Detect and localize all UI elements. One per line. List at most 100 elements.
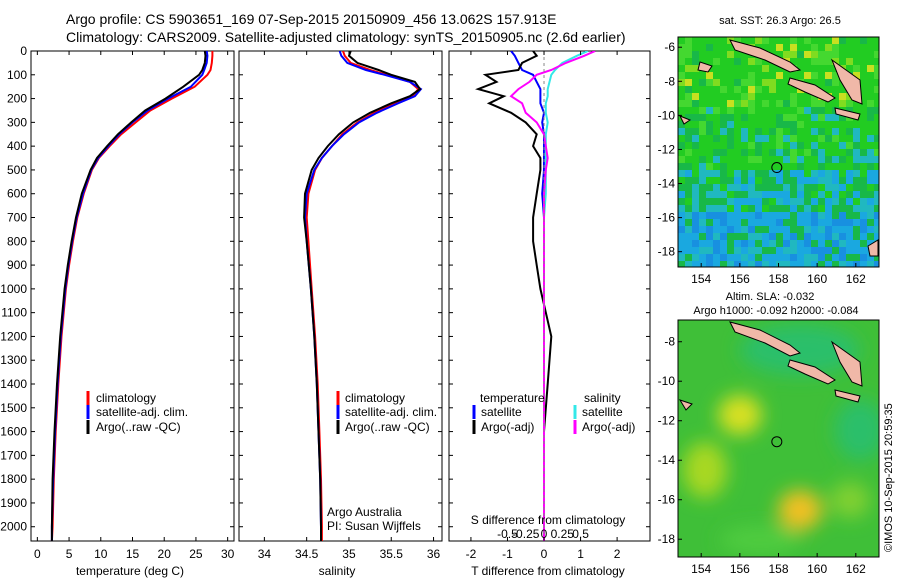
sst-cell bbox=[797, 149, 804, 156]
sst-cell bbox=[734, 219, 741, 226]
sst-cell bbox=[748, 212, 755, 219]
sst-cell bbox=[860, 177, 867, 184]
sst-cell bbox=[734, 72, 741, 79]
sst-cell bbox=[832, 261, 839, 267]
sst-cell bbox=[853, 163, 860, 170]
sst-cell bbox=[839, 58, 846, 65]
diff-xtick-label: -2 bbox=[466, 547, 477, 561]
sst-cell bbox=[832, 177, 839, 184]
sst-cell bbox=[692, 247, 699, 254]
sst-cell bbox=[832, 44, 839, 51]
sal-series-2 bbox=[303, 51, 422, 541]
sst-cell bbox=[860, 79, 867, 86]
sst-cell bbox=[839, 191, 846, 198]
sst-cell bbox=[783, 149, 790, 156]
sst-cell bbox=[811, 219, 818, 226]
sst-cell bbox=[748, 86, 755, 93]
sst-cell bbox=[839, 93, 846, 100]
sst-cell bbox=[783, 51, 790, 58]
sst-cell bbox=[818, 156, 825, 163]
sst-cell bbox=[713, 177, 720, 184]
sla-map-ytick-label: -10 bbox=[658, 374, 676, 388]
sst-cell bbox=[741, 170, 748, 177]
sst-cell bbox=[713, 170, 720, 177]
sst-cell bbox=[713, 65, 720, 72]
sst-cell bbox=[734, 226, 741, 233]
sst-cell bbox=[748, 100, 755, 107]
sst-cell bbox=[762, 170, 769, 177]
sst-cell bbox=[748, 142, 755, 149]
sst-cell bbox=[783, 170, 790, 177]
sla-map-ytick-label: -18 bbox=[658, 532, 676, 546]
sst-cell bbox=[874, 72, 879, 79]
temp-series-2 bbox=[50, 51, 207, 541]
sst-cell bbox=[755, 86, 762, 93]
sst-cell bbox=[685, 107, 692, 114]
sst-cell bbox=[762, 142, 769, 149]
sst-cell bbox=[692, 142, 699, 149]
sst-cell bbox=[678, 79, 685, 86]
sal-xtick-label: 35 bbox=[342, 547, 356, 561]
sst-map-ytick-label: -18 bbox=[658, 245, 676, 259]
sst-cell bbox=[825, 205, 832, 212]
legend-salinity-title: salinity bbox=[584, 391, 621, 405]
t-difference-label: T difference from climatology bbox=[471, 564, 625, 578]
sst-cell bbox=[699, 247, 706, 254]
sst-cell bbox=[692, 51, 699, 58]
difference-legend: temperature satellite Argo(-adj) salinit… bbox=[472, 391, 635, 434]
sst-cell bbox=[811, 233, 818, 240]
sst-cell bbox=[804, 149, 811, 156]
sst-cell bbox=[832, 163, 839, 170]
sst-cell bbox=[734, 37, 741, 44]
sst-cell bbox=[776, 254, 783, 261]
sst-cell bbox=[727, 177, 734, 184]
depth-tick-label: 0 bbox=[20, 44, 27, 58]
sst-cell bbox=[874, 65, 879, 72]
sst-cell bbox=[699, 135, 706, 142]
sst-cell bbox=[846, 128, 853, 135]
sst-cell bbox=[678, 219, 685, 226]
sst-cell bbox=[867, 44, 874, 51]
sst-cell bbox=[734, 170, 741, 177]
depth-tick-label: 1000 bbox=[0, 282, 27, 296]
sst-cell bbox=[783, 261, 790, 267]
sst-cell bbox=[783, 37, 790, 44]
sst-cell bbox=[769, 135, 776, 142]
sst-cell bbox=[804, 261, 811, 267]
sst-cell bbox=[692, 163, 699, 170]
sst-cell bbox=[720, 72, 727, 79]
sst-cell bbox=[769, 170, 776, 177]
sst-cell bbox=[720, 86, 727, 93]
sst-cell bbox=[678, 240, 685, 247]
sst-cell bbox=[832, 233, 839, 240]
sst-cell bbox=[818, 233, 825, 240]
sst-cell bbox=[790, 219, 797, 226]
sst-cell bbox=[685, 191, 692, 198]
sst-land bbox=[678, 39, 879, 257]
sst-cell bbox=[727, 86, 734, 93]
sst-cell bbox=[790, 44, 797, 51]
sst-cell bbox=[860, 37, 867, 44]
sst-cell bbox=[811, 261, 818, 267]
sst-cell bbox=[734, 156, 741, 163]
sst-cell bbox=[699, 142, 706, 149]
sst-cell bbox=[713, 156, 720, 163]
legend-sal-argo: Argo(-adj) bbox=[582, 420, 635, 434]
sst-cell bbox=[853, 51, 860, 58]
sst-cell bbox=[818, 100, 825, 107]
sst-cell bbox=[825, 58, 832, 65]
sst-cell bbox=[692, 79, 699, 86]
sst-cell bbox=[755, 163, 762, 170]
sst-cell bbox=[706, 44, 713, 51]
sst-cell bbox=[692, 149, 699, 156]
sst-cell bbox=[748, 198, 755, 205]
sst-cell bbox=[748, 121, 755, 128]
sst-cell bbox=[776, 233, 783, 240]
sst-cell bbox=[846, 135, 853, 142]
sst-cell bbox=[874, 198, 879, 205]
sst-cell bbox=[818, 128, 825, 135]
sst-map: sat. SST: 26.3 Argo: 26.5 154 156 158 160 16… bbox=[658, 15, 880, 286]
sst-cell bbox=[874, 107, 879, 114]
sst-cell bbox=[825, 149, 832, 156]
sst-cell bbox=[846, 191, 853, 198]
